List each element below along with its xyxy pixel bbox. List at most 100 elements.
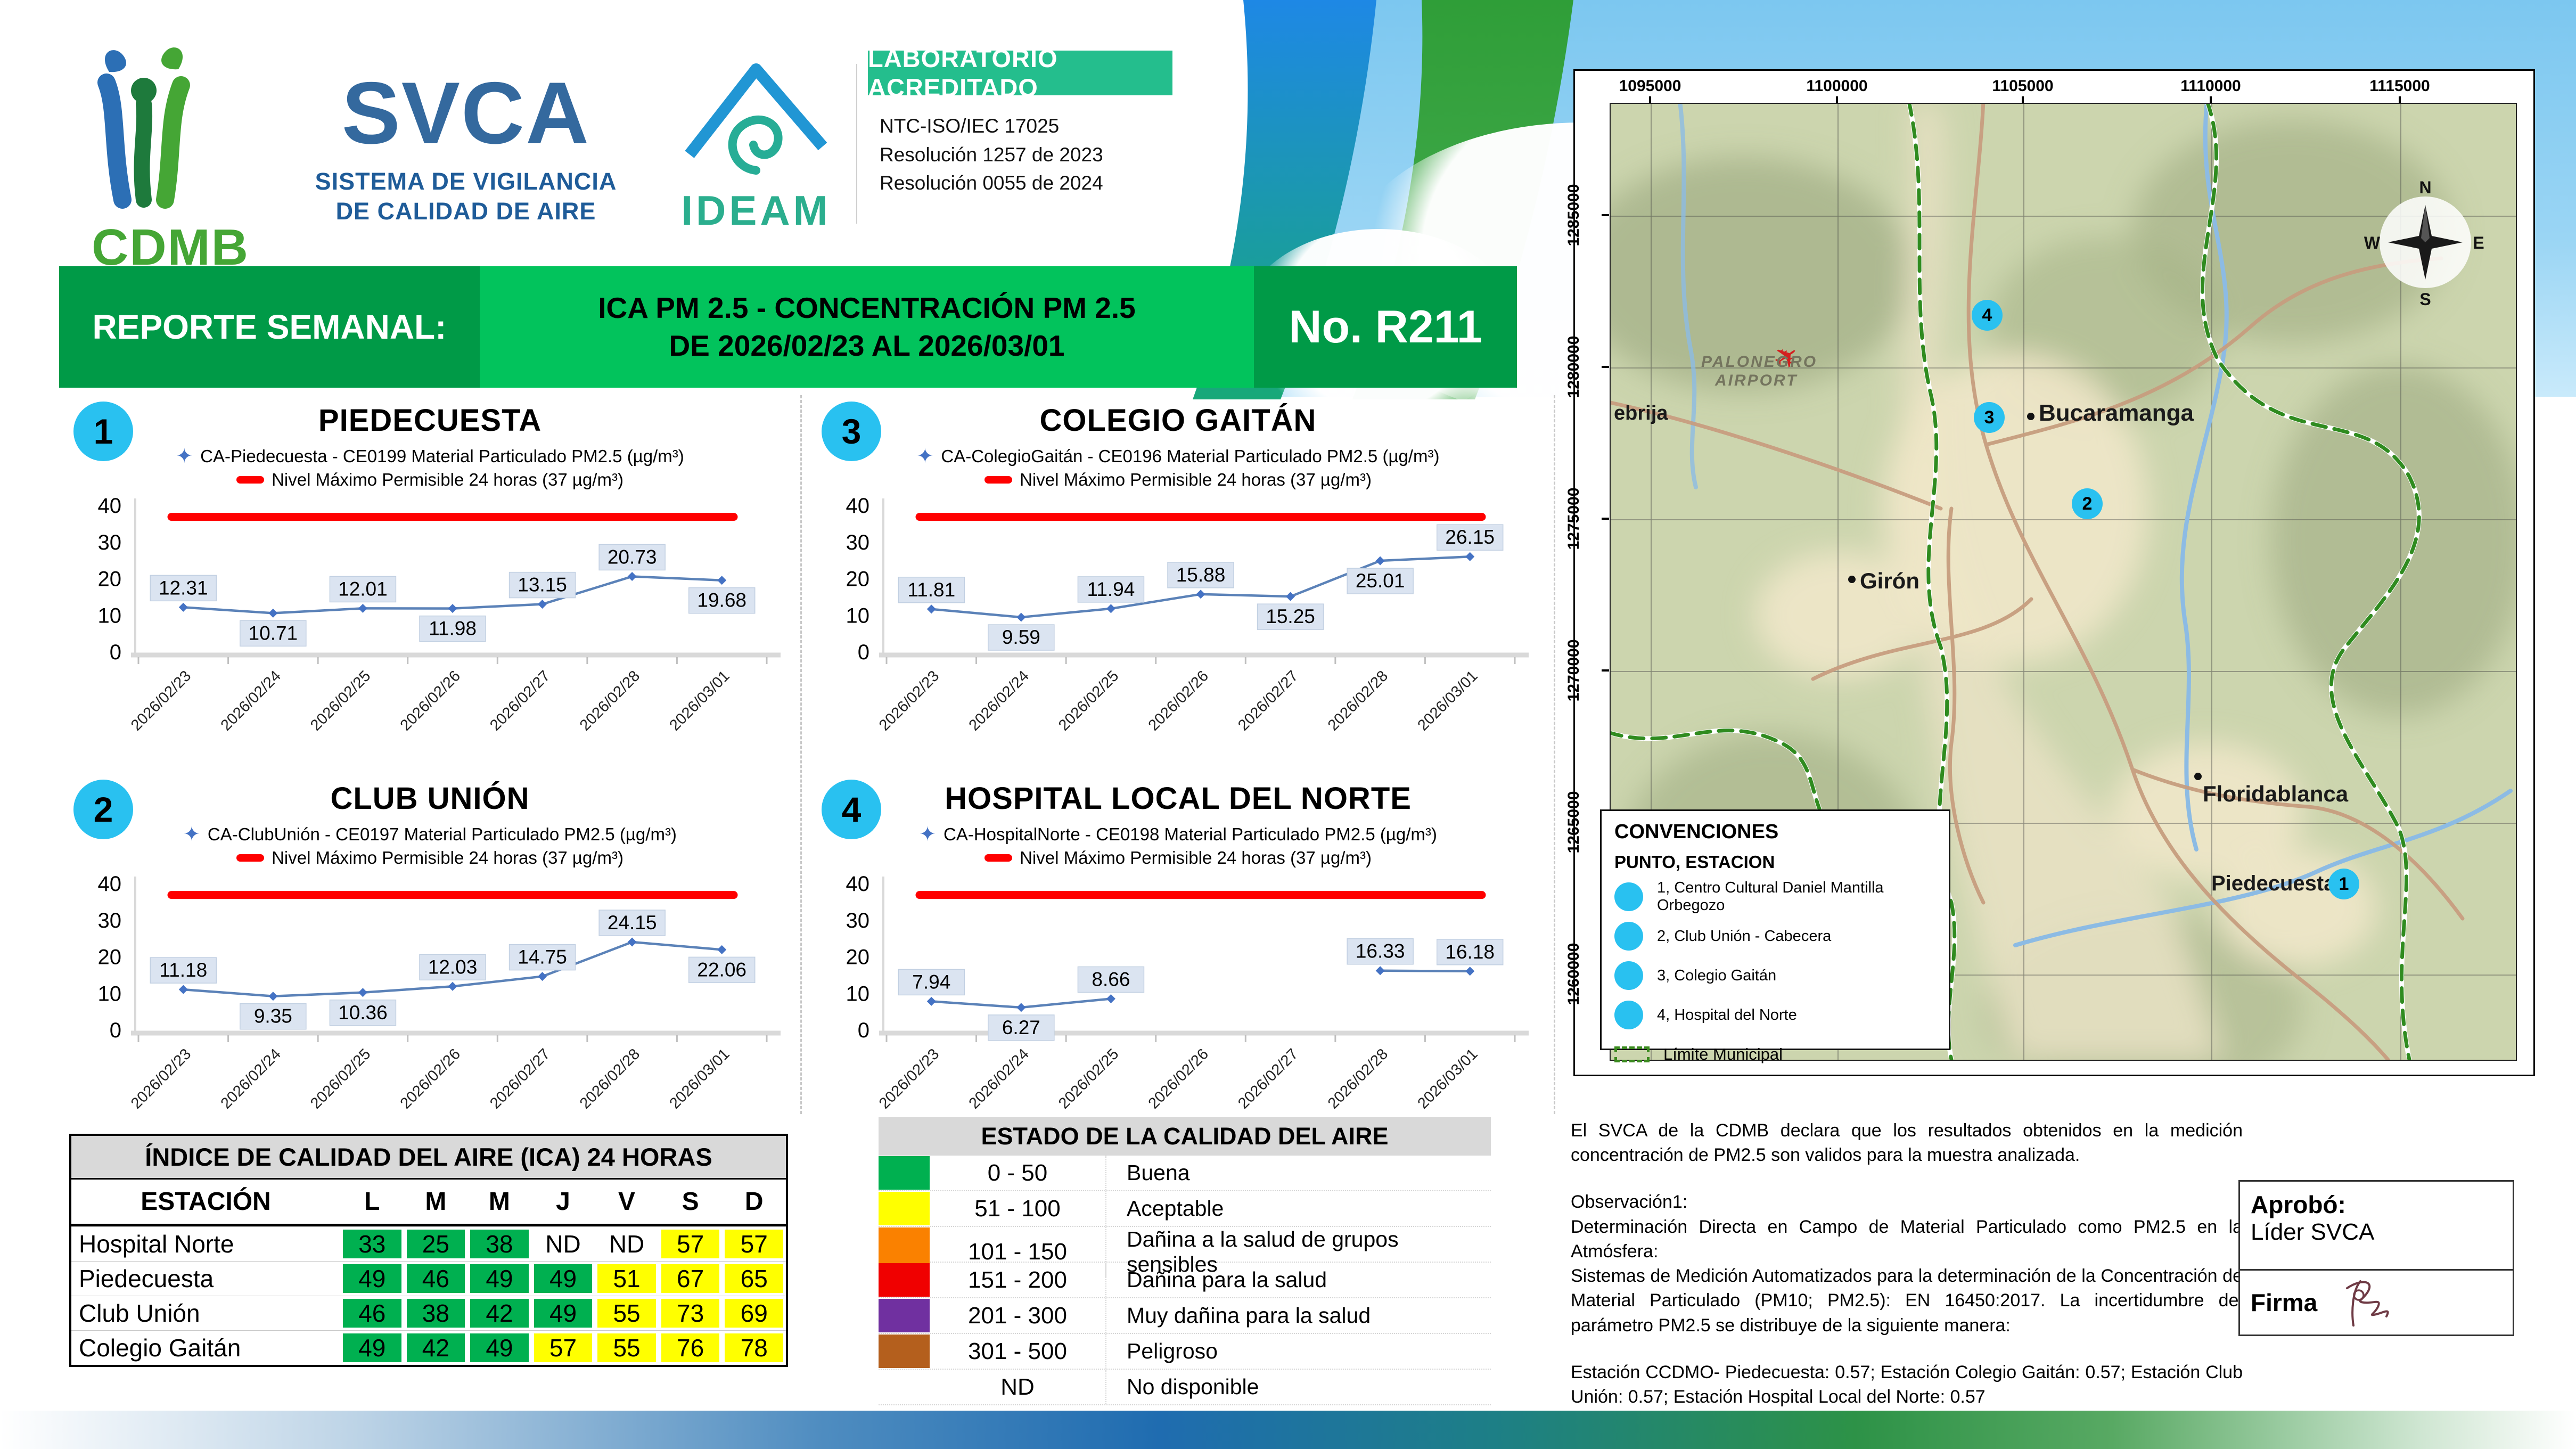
estado-range: 51 - 100 (974, 1195, 1061, 1222)
ica-value-cell: ND (534, 1230, 593, 1258)
map-tick (1602, 669, 1609, 672)
ica-value-cell: 57 (725, 1230, 783, 1258)
x-tick-label: 2026/03/01 (666, 1045, 733, 1112)
data-label-box (240, 620, 307, 647)
data-label: 16.18 (1445, 941, 1495, 963)
y-tick-label: 20 (846, 946, 870, 969)
data-label: 15.88 (1176, 564, 1226, 586)
data-point (358, 603, 367, 613)
ica-value-cell: 55 (597, 1333, 656, 1362)
red-dash-icon (985, 854, 1013, 862)
map-legend-subtitle: PUNTO, ESTACION (1614, 852, 1775, 872)
x-tick-label: 2026/02/24 (218, 667, 284, 734)
x-tick-label: 2026/02/26 (397, 1045, 464, 1112)
map-y-label: 1280000 (1565, 335, 1582, 398)
data-label-box (598, 910, 666, 936)
banner-title-line2: DE 2026/02/23 AL 2026/03/01 (669, 329, 1065, 362)
red-dash-icon (236, 854, 265, 862)
y-tick-label: 40 (98, 494, 122, 518)
accreditation-line3: Resolución 0055 de 2024 (880, 172, 1103, 194)
ica-value-cell: 49 (470, 1333, 529, 1362)
approval-label: Aprobó: (2251, 1191, 2346, 1218)
data-label-box (688, 956, 756, 984)
data-label: 16.33 (1356, 940, 1405, 962)
svca-logo-text: SVCA (341, 64, 590, 162)
ica-col-day: M (425, 1188, 447, 1216)
map-tick (2022, 96, 2024, 104)
x-tick-label: 2026/03/01 (1414, 667, 1481, 734)
legend-limit: Nivel Máximo Permisible 24 horas (37 µg/… (985, 470, 1372, 490)
ica-value-cell: 73 (661, 1299, 720, 1328)
data-point (926, 996, 936, 1006)
signature-icon (2346, 1280, 2389, 1327)
ica-value-cell: 46 (406, 1264, 465, 1293)
ica-col-day: D (744, 1188, 764, 1216)
data-label-box (329, 1000, 397, 1026)
data-point (627, 571, 637, 581)
ica-value-cell: 46 (343, 1299, 401, 1328)
data-label: 9.35 (254, 1005, 292, 1027)
ica-value-cell: 25 (406, 1230, 465, 1258)
y-tick-label: 0 (110, 641, 121, 664)
y-tick-label: 0 (858, 641, 869, 664)
y-tick-label: 10 (846, 604, 870, 627)
y-tick-label: 10 (98, 604, 122, 627)
station-dot-icon (1614, 882, 1643, 911)
x-tick-label: 2026/02/25 (307, 1045, 374, 1112)
y-tick-label: 30 (98, 531, 122, 554)
estado-title: ESTADO DE LA CALIDAD DEL AIRE (879, 1117, 1491, 1156)
data-label-box (1257, 603, 1324, 630)
data-label-box (1436, 939, 1504, 965)
chart-number-badge: 1 (73, 402, 133, 461)
map-y-label: 1270000 (1565, 639, 1582, 702)
data-label: 20.73 (608, 546, 657, 568)
x-tick-label: 2026/02/24 (966, 1045, 1032, 1112)
ica-col-day: L (364, 1188, 380, 1216)
data-point (178, 602, 188, 612)
station-name: Club Unión (79, 1299, 200, 1327)
data-point (1375, 556, 1385, 566)
ica-table-row: Hospital Norte 33 25 38 ND ND 57 57 (71, 1226, 786, 1261)
data-label: 14.75 (518, 946, 567, 968)
data-label-box (688, 587, 756, 614)
data-point (448, 981, 457, 991)
y-tick-label: 20 (846, 568, 870, 591)
x-tick-label: 2026/02/28 (1325, 667, 1391, 734)
ica-table-title: ÍNDICE DE CALIDAD DEL AIRE (ICA) 24 HORA… (71, 1136, 786, 1180)
note-observation-body: Determinación Directa en Campo de Materi… (1571, 1216, 2243, 1262)
map-terrain: ✈ N S E W (1611, 104, 2516, 1060)
x-tick-label: 2026/02/27 (1235, 667, 1301, 734)
chart-legend: ✦ CA-ClubUnión - CE0197 Material Particul… (59, 824, 801, 868)
x-tick-label: 2026/02/23 (128, 667, 194, 734)
ica-col-station: ESTACIÓN (141, 1188, 271, 1216)
estado-range: ND (1000, 1373, 1035, 1400)
map-x-label: 1100000 (1806, 77, 1868, 95)
red-dash-icon (985, 476, 1013, 484)
svg-text:W: W (2364, 233, 2381, 252)
data-label-box (988, 624, 1055, 651)
estado-label: Peligroso (1105, 1334, 1491, 1369)
y-tick-label: 10 (846, 982, 870, 1005)
city-dot (2194, 773, 2202, 780)
x-tick-label: 2026/02/28 (1325, 1045, 1391, 1112)
ica-value-cell: 42 (406, 1333, 465, 1362)
column-separator (1554, 395, 1555, 1114)
y-tick-label: 40 (846, 494, 870, 518)
data-label: 25.01 (1356, 570, 1405, 592)
ideam-logo-icon (685, 63, 827, 175)
map-legend-title: CONVENCIONES (1614, 821, 1779, 843)
diamond-icon: ✦ (176, 445, 193, 468)
data-label: 8.66 (1092, 968, 1130, 990)
red-dash-icon (236, 476, 265, 484)
station-name: Colegio Gaitán (79, 1334, 241, 1362)
data-point (358, 988, 367, 997)
ica-value-cell: 69 (725, 1299, 783, 1328)
x-tick-label: 2026/02/25 (1055, 1045, 1122, 1112)
map-legend-item: 2, Club Unión - Cabecera (1614, 921, 1936, 951)
legend-limit: Nivel Máximo Permisible 24 horas (37 µg/… (236, 848, 624, 868)
x-tick-label: 2026/02/26 (1145, 667, 1212, 734)
estado-color-swatch (879, 1335, 930, 1368)
estado-color-swatch (879, 1299, 930, 1332)
svca-subtitle-line1: SISTEMA DE VIGILANCIA (315, 168, 617, 195)
ica-value-cell: 55 (597, 1299, 656, 1328)
